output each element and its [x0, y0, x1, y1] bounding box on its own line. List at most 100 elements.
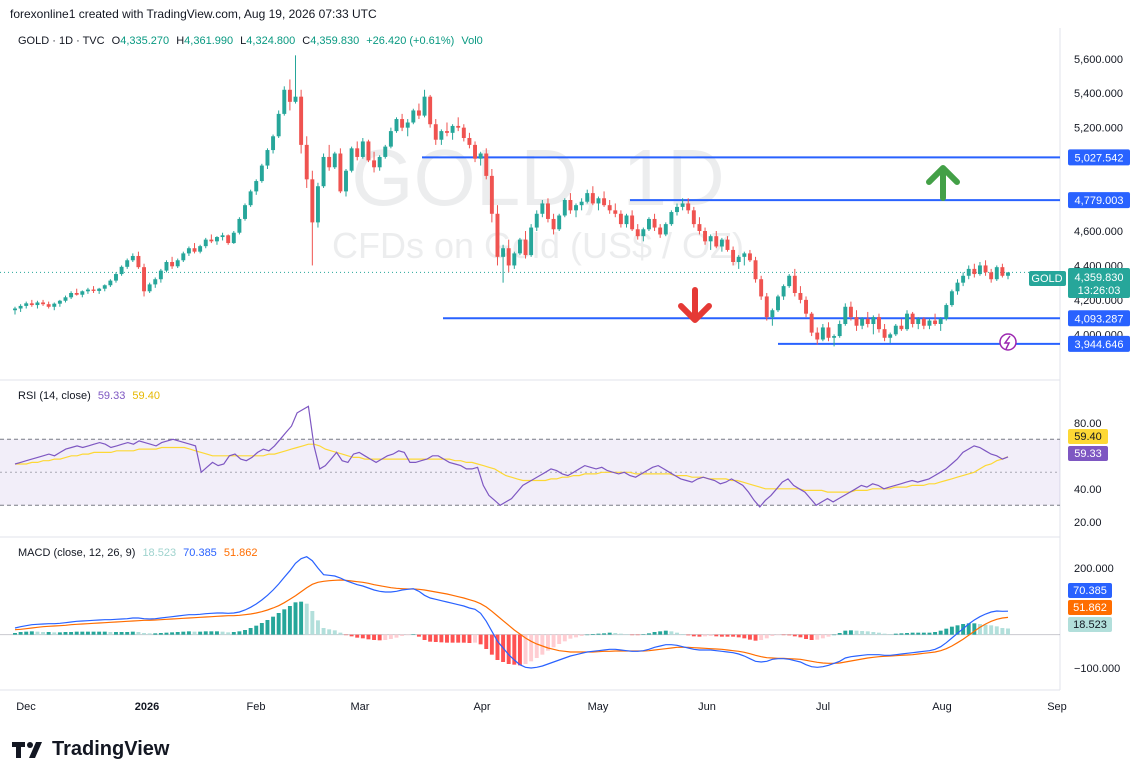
candle-body — [686, 203, 691, 211]
candle-body — [248, 191, 253, 206]
candle-body — [226, 235, 231, 244]
candle-body — [590, 193, 595, 204]
candle-body — [675, 206, 679, 213]
candle-body — [596, 198, 601, 204]
macd-histogram-bar — [271, 616, 276, 635]
macd-histogram-bar — [304, 603, 309, 635]
candle-body — [646, 218, 651, 230]
macd-signal-line — [14, 579, 1009, 664]
macd-histogram-bar — [574, 634, 578, 638]
macd-histogram-bar — [770, 634, 775, 636]
candle-body — [102, 285, 107, 289]
rsi-ma-tag — [1068, 429, 1108, 444]
candle-body — [97, 288, 102, 291]
macd-histogram-bar — [203, 631, 208, 635]
macd-histogram-bar — [534, 634, 539, 658]
price-legend: GOLD · 1D · TVC O4,335.270 H4,361.990 L4… — [18, 35, 487, 47]
candle-body — [215, 237, 219, 242]
level-price-label: 5,027.542 — [1075, 152, 1124, 164]
candle-body — [630, 215, 635, 230]
macd-histogram-bar — [568, 634, 573, 639]
candle-body — [534, 213, 539, 228]
macd-histogram-bar — [725, 634, 730, 637]
candle-body — [501, 248, 506, 257]
legend-volume: Vol0 — [461, 35, 483, 47]
macd-histogram-bar — [416, 634, 421, 637]
candle-body — [753, 260, 758, 280]
time-tick-label: May — [588, 701, 609, 713]
candle-body — [506, 248, 511, 266]
legend-symbol: GOLD · 1D · TVC — [18, 35, 105, 47]
macd-histogram-bar — [714, 634, 719, 637]
candle-body — [820, 327, 825, 340]
macd-histogram-bar — [388, 634, 393, 639]
rsi-tick-label: 80.00 — [1074, 418, 1102, 430]
candle-body — [523, 239, 528, 256]
candle-body — [136, 255, 141, 268]
candle-body — [557, 215, 562, 230]
candle-body — [512, 253, 517, 266]
red-down-arrow-icon — [678, 287, 712, 323]
macd-histogram-bar — [680, 634, 685, 635]
candle-body — [338, 153, 343, 192]
tradingview-logo: TradingView — [12, 738, 169, 761]
candle-body — [80, 291, 85, 295]
macd-histogram-bar — [764, 634, 769, 639]
macd-histogram-bar — [405, 634, 410, 636]
macd-histogram-bar — [372, 634, 377, 640]
candle-body — [652, 218, 657, 228]
candle-body — [293, 96, 298, 102]
candle-body — [439, 131, 444, 140]
macd-histogram-bar — [29, 631, 34, 635]
macd-histogram-bar — [933, 632, 938, 635]
candle-body — [422, 96, 427, 116]
macd-histogram-bar — [630, 634, 635, 636]
macd-histogram-bar — [287, 606, 292, 635]
candle-body — [181, 253, 186, 261]
macd-value-tag — [1068, 617, 1112, 632]
macd-histogram-bar — [136, 632, 141, 635]
candle-body — [327, 156, 332, 168]
candle-body — [304, 144, 309, 180]
candle-body — [719, 239, 724, 247]
macd-histogram-bar — [484, 634, 489, 649]
macd-legend-signal: 51.862 — [223, 547, 258, 559]
macd-histogram-bar — [753, 634, 758, 641]
macd-histogram-bar — [13, 633, 17, 635]
rsi-legend: RSI (14, close) 59.33 59.40 — [18, 390, 164, 402]
macd-histogram-bar — [46, 632, 51, 635]
candle-body — [989, 272, 994, 280]
candle-body — [153, 279, 158, 285]
macd-histogram-bar — [74, 631, 79, 635]
candle-body — [254, 181, 259, 192]
macd-histogram-bar — [792, 634, 797, 637]
candle-body — [747, 253, 752, 261]
macd-histogram-bar — [153, 633, 158, 635]
macd-histogram-bar — [433, 634, 438, 642]
macd-histogram-bar — [1000, 628, 1005, 635]
macd-histogram-bar — [652, 632, 657, 635]
last-price-tag — [1068, 268, 1130, 298]
candle-body — [776, 296, 780, 311]
candle-body — [119, 266, 124, 275]
macd-tick-label: 200.000 — [1074, 563, 1114, 575]
macd-histogram-bar — [158, 633, 163, 635]
candle-body — [854, 317, 859, 326]
candle-body — [24, 303, 29, 306]
candle-body — [607, 205, 612, 211]
macd-histogram-bar — [927, 632, 932, 635]
macd-histogram-bar — [332, 630, 337, 635]
candle-body — [551, 218, 556, 230]
candle-body — [13, 308, 17, 311]
candle-body — [265, 150, 270, 166]
tradingview-logo-icon — [12, 741, 42, 758]
macd-histogram-bar — [97, 631, 102, 635]
symbol-tag — [1029, 271, 1066, 286]
macd-histogram-bar — [624, 634, 629, 635]
candle-body — [259, 165, 264, 182]
rsi-ma-line — [15, 443, 1009, 493]
rsi-value-tag — [1068, 446, 1108, 461]
candle-body — [731, 249, 736, 262]
candle-body — [663, 224, 668, 235]
